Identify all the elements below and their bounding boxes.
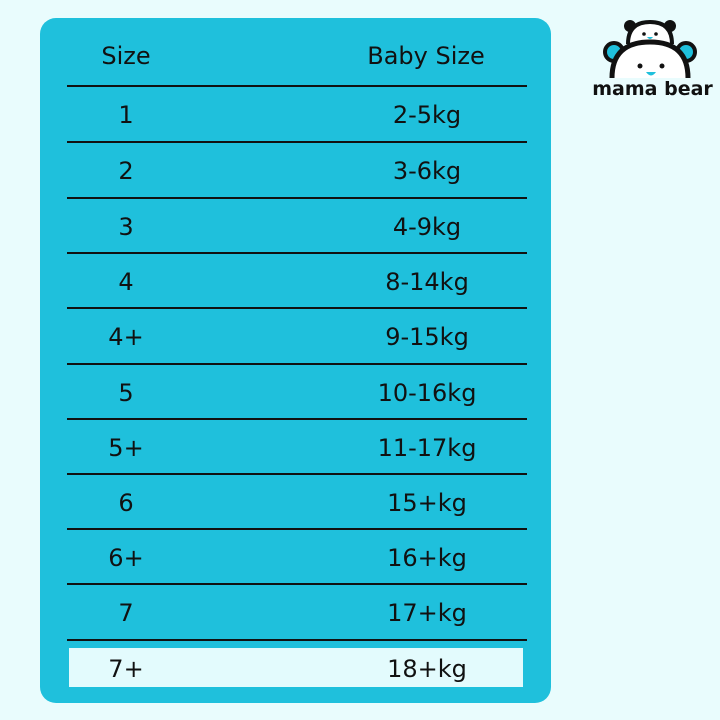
- row-divider: [67, 141, 527, 143]
- header-size: Size: [101, 42, 151, 70]
- baby-size-cell: 15+kg: [387, 489, 467, 517]
- baby-size-cell: 3-6kg: [392, 157, 462, 185]
- size-chart-panel: [40, 18, 551, 703]
- baby-size-cell: 9-15kg: [385, 323, 469, 351]
- size-cell: 2: [118, 157, 134, 185]
- baby-size-cell: 16+kg: [387, 544, 467, 572]
- row-divider: [67, 252, 527, 254]
- brand-name: mama bear: [592, 78, 713, 100]
- baby-size-cell: 11-17kg: [377, 434, 477, 462]
- size-cell: 4: [118, 268, 134, 296]
- baby-size-cell: 17+kg: [387, 599, 467, 627]
- mama-bear-logo-icon: [603, 19, 697, 79]
- size-cell: 6+: [108, 544, 144, 572]
- baby-size-cell: 4-9kg: [392, 213, 462, 241]
- row-divider: [67, 639, 527, 641]
- row-divider: [67, 473, 527, 475]
- size-cell: 6: [118, 489, 134, 517]
- size-cell: 7: [118, 599, 134, 627]
- header-baby-size: Baby Size: [367, 42, 485, 70]
- size-cell: 4+: [108, 323, 144, 351]
- highlighted-row-background: [69, 648, 523, 687]
- row-divider: [67, 197, 527, 199]
- row-divider: [67, 363, 527, 365]
- row-divider: [67, 307, 527, 309]
- row-divider: [67, 528, 527, 530]
- baby-size-cell: 10-16kg: [377, 379, 477, 407]
- row-divider: [67, 418, 527, 420]
- size-cell: 5: [118, 379, 134, 407]
- size-cell: 5+: [108, 434, 144, 462]
- baby-size-cell: 18+kg: [387, 655, 467, 683]
- baby-size-cell: 2-5kg: [392, 101, 462, 129]
- size-cell: 1: [118, 101, 134, 129]
- size-cell: 7+: [108, 655, 144, 683]
- size-cell: 3: [118, 213, 134, 241]
- row-divider: [67, 583, 527, 585]
- row-divider: [67, 85, 527, 87]
- baby-size-cell: 8-14kg: [385, 268, 469, 296]
